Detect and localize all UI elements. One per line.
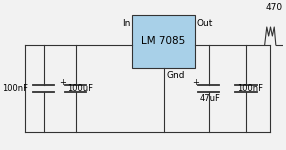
FancyBboxPatch shape — [132, 15, 195, 68]
Text: 100nF: 100nF — [2, 84, 28, 93]
Text: 470: 470 — [266, 3, 283, 12]
Text: 47uF: 47uF — [199, 94, 220, 103]
Text: Gnd: Gnd — [166, 70, 185, 80]
Text: In: In — [122, 20, 130, 28]
Text: Out: Out — [197, 20, 213, 28]
Text: 100uF: 100uF — [67, 84, 93, 93]
Text: LM 7085: LM 7085 — [141, 36, 186, 46]
Text: +: + — [192, 78, 199, 87]
Text: +: + — [59, 78, 66, 87]
Text: 100nF: 100nF — [237, 84, 263, 93]
